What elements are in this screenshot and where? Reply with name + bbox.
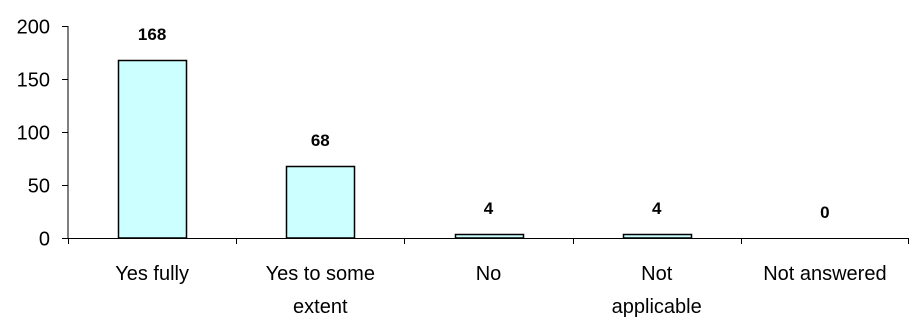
bar <box>454 233 525 239</box>
x-axis <box>68 238 909 244</box>
bars <box>117 59 693 239</box>
category-label: Yes to some <box>266 263 375 285</box>
data-label: 4 <box>652 199 662 218</box>
data-label: 68 <box>311 131 330 150</box>
y-tick-label: 0 <box>39 229 50 251</box>
data-labels: 168 68 4 4 0 <box>138 25 830 222</box>
category-label: Yes fully <box>115 263 189 285</box>
bar <box>622 233 693 239</box>
data-label: 0 <box>820 203 829 222</box>
y-tick-label: 100 <box>17 123 50 145</box>
category-label: No <box>476 263 502 285</box>
category-label: applicable <box>612 296 702 318</box>
category-label: extent <box>293 296 348 318</box>
y-tick-label: 150 <box>17 70 50 92</box>
y-tick-label: 50 <box>28 176 50 198</box>
data-label: 168 <box>138 25 166 44</box>
data-label: 4 <box>484 199 494 218</box>
y-axis: 0 50 100 150 200 <box>17 17 69 251</box>
category-labels: Yes fully Yes to some extent No Not applicabl… <box>115 263 886 318</box>
category-label: Not <box>641 263 673 285</box>
bar <box>117 59 188 239</box>
y-tick-label: 200 <box>17 17 50 39</box>
bar <box>285 165 356 239</box>
category-label: Not answered <box>763 263 886 285</box>
